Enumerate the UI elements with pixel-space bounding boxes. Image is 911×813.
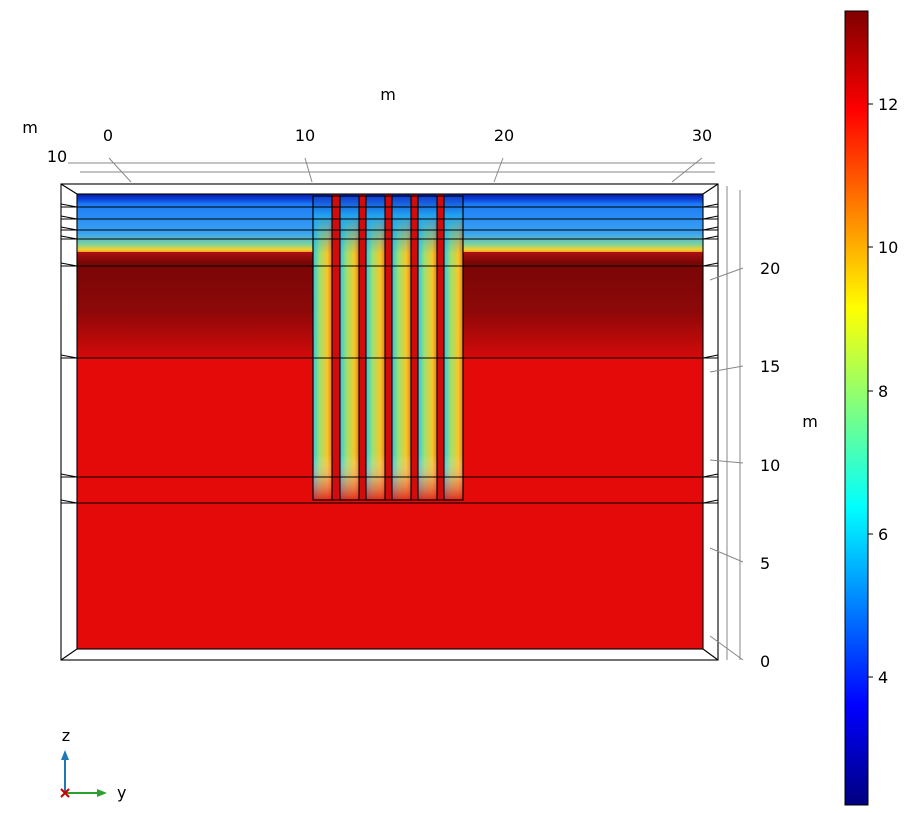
frame-corner <box>702 183 719 195</box>
surface-plot <box>77 194 703 649</box>
geometry-frame <box>60 157 744 661</box>
field-strip-top-2 <box>340 194 359 254</box>
layer-edge <box>702 235 719 240</box>
top-axis-tick <box>108 157 132 183</box>
field-strip-fade-1 <box>313 194 332 500</box>
right-axis-tick <box>709 635 744 661</box>
left-axis-unit: m <box>22 118 38 137</box>
field-strip-top-5 <box>418 194 437 254</box>
field-gap-4 <box>411 194 418 500</box>
layer-edge <box>702 354 719 359</box>
right-tick-label: 0 <box>760 652 770 671</box>
frame-corner <box>60 183 78 195</box>
field-gap-3 <box>385 194 392 500</box>
layer-edge <box>60 203 78 208</box>
field-gap-5 <box>437 194 444 500</box>
layer-edge <box>702 203 719 208</box>
right-tick-label: 5 <box>760 554 770 573</box>
right-axis-tick <box>709 459 744 464</box>
layer-edge <box>60 215 78 220</box>
color-legend: 12 10 8 6 4 <box>844 10 898 806</box>
field-strip-fade-3 <box>366 194 385 500</box>
triad-z-label: z <box>62 726 70 745</box>
right-axis-tick <box>709 547 744 563</box>
colorbar-tick-label: 8 <box>878 382 888 401</box>
field-gap-1 <box>332 194 340 500</box>
colorbar-tick-label: 10 <box>878 238 898 257</box>
field-strip-fade-5 <box>418 194 437 500</box>
field-strip-top-3 <box>366 194 385 254</box>
layer-edge <box>60 499 78 504</box>
field-strip-top-1 <box>313 194 332 254</box>
layer-edge <box>60 226 78 231</box>
top-tick-label: 30 <box>692 126 712 145</box>
x-axis-marker <box>60 788 70 798</box>
top-tick-label: 10 <box>295 126 315 145</box>
right-tick-label: 20 <box>760 259 780 278</box>
layer-edge <box>702 473 719 478</box>
column-region-outline <box>312 195 464 501</box>
field-strip-fade-2 <box>340 194 359 500</box>
layer-edge <box>60 235 78 240</box>
layer-edge <box>60 262 78 267</box>
right-axis-tick <box>709 365 744 373</box>
layer-edge <box>702 215 719 220</box>
axis-triad: z y <box>60 726 126 802</box>
colorbar-tick-label: 6 <box>878 525 888 544</box>
axes: m m m 0 10 20 30 10 20 15 10 5 0 <box>22 85 818 671</box>
top-axis-unit: m <box>380 85 396 104</box>
layer-edge <box>60 354 78 359</box>
right-axis-tick <box>709 267 744 281</box>
right-tick-label: 10 <box>760 456 780 475</box>
layer-edge <box>702 499 719 504</box>
triad-y-label: y <box>117 783 126 802</box>
field-gap-2 <box>359 194 366 500</box>
right-tick-label: 15 <box>760 357 780 376</box>
top-axis-tick <box>304 157 313 183</box>
frame-corner <box>702 648 719 661</box>
right-axis-unit: m <box>802 412 818 431</box>
field-strip-fade-4 <box>392 194 411 500</box>
field-strip-top-4 <box>392 194 411 254</box>
field-strip-fade-6 <box>444 194 463 500</box>
field-strip-top-6 <box>444 194 463 254</box>
colorbar-gradient <box>844 10 869 806</box>
top-tick-label: 20 <box>494 126 514 145</box>
top-axis-tick <box>671 157 703 183</box>
colorbar-tick-label: 4 <box>878 668 888 687</box>
layer-edge <box>60 473 78 478</box>
top-tick-label: 0 <box>103 126 113 145</box>
colorbar-tick-label: 12 <box>878 95 898 114</box>
frame-outer <box>60 183 719 661</box>
layer-edge <box>702 226 719 231</box>
layer-edge <box>702 262 719 267</box>
top-axis-tick <box>493 157 504 183</box>
frame-inner <box>76 193 704 650</box>
frame-corner <box>60 648 78 661</box>
left-tick-label: 10 <box>47 147 67 166</box>
